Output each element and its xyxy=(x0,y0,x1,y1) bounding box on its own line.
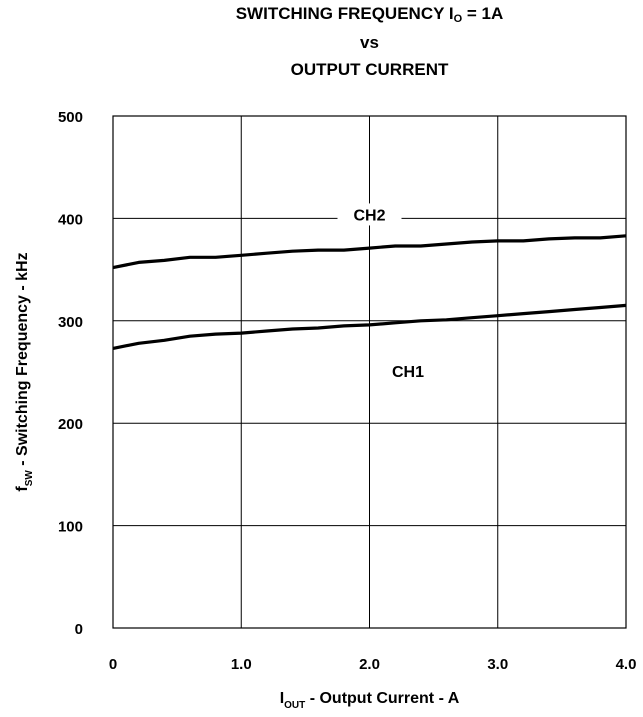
chart-title-line-1: SWITCHING FREQUENCY IO = 1A xyxy=(113,4,626,29)
x-axis-label-rest: - Output Current - A xyxy=(305,690,459,707)
series-label-bg-0 xyxy=(337,203,402,226)
x-tick-label-3: 3.0 xyxy=(487,656,508,673)
series-label-bg-1 xyxy=(375,360,440,383)
x-axis-label-main: I xyxy=(280,690,284,707)
chart-title-line-3: OUTPUT CURRENT xyxy=(290,60,449,79)
series-line-ch1 xyxy=(112,303,627,350)
y-tick-label-3: 300 xyxy=(58,314,83,331)
title-main: SWITCHING FREQUENCY I xyxy=(235,4,454,23)
grid-lines xyxy=(112,115,627,629)
series-group xyxy=(112,234,627,350)
x-tick-label-0: 0 xyxy=(109,656,117,673)
title-subscript: O xyxy=(453,13,463,25)
x-tick-label-2: 2.0 xyxy=(359,656,380,673)
tick-labels: 0 1.0 2.0 3.0 4.0 0 100 200 300 400 500 xyxy=(58,109,636,673)
series-label-ch1: CH1 xyxy=(392,364,424,381)
y-axis-label-main: f xyxy=(14,486,31,492)
x-tick-label-4: 4.0 xyxy=(616,656,637,673)
series-line-ch2 xyxy=(112,234,627,270)
x-axis-label-sub: OUT xyxy=(284,700,305,711)
series-label-ch2: CH2 xyxy=(353,207,385,224)
series-labels: CH2 CH1 xyxy=(337,203,440,383)
title-rest: = 1A xyxy=(462,4,504,23)
x-tick-label-1: 1.0 xyxy=(231,656,252,673)
y-axis-label: fSW - Switching Frequency - kHz xyxy=(14,252,35,491)
y-tick-label-2: 200 xyxy=(58,416,83,433)
y-tick-label-5: 500 xyxy=(58,109,83,126)
y-tick-label-0: 0 xyxy=(75,621,83,638)
y-axis-label-rest: - Switching Frequency - kHz xyxy=(14,252,31,470)
y-tick-label-1: 100 xyxy=(58,519,83,536)
chart-title-line-2: vs xyxy=(360,33,379,52)
plot-frame xyxy=(112,115,627,629)
x-axis-label: IOUT - Output Current - A xyxy=(280,690,460,711)
y-tick-label-4: 400 xyxy=(58,211,83,228)
y-axis-label-sub: SW xyxy=(24,470,35,487)
